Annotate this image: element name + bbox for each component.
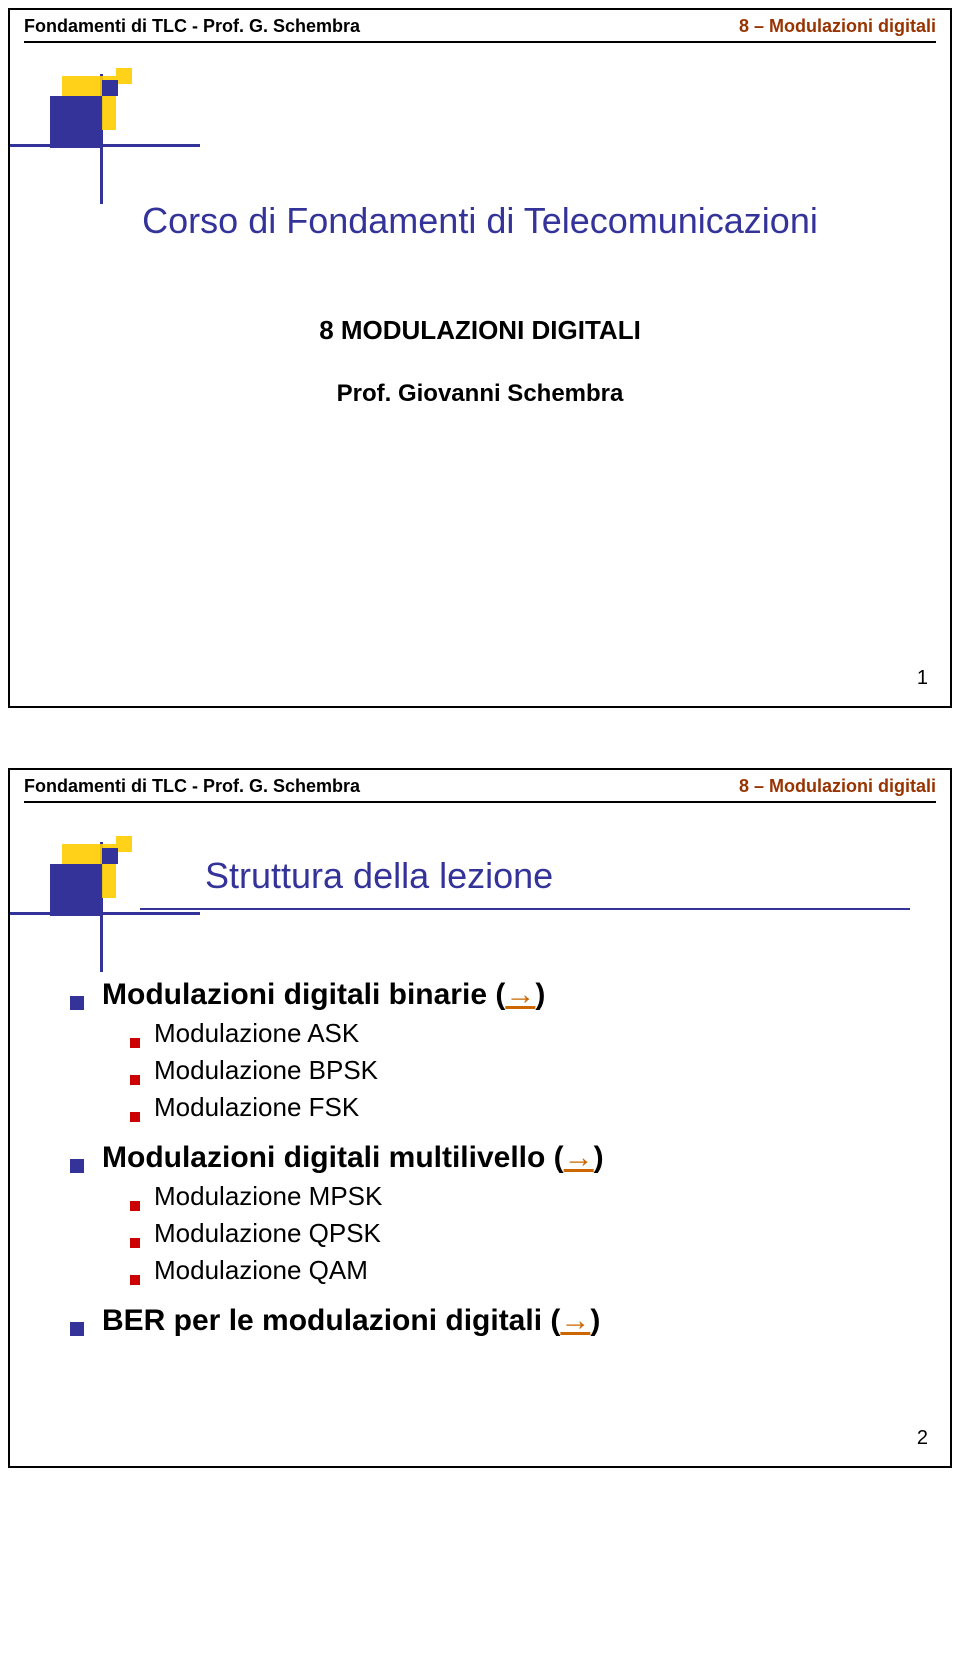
bullet-blue-icon <box>70 1322 84 1336</box>
bullet-red-icon <box>130 1275 140 1285</box>
bullet-red-icon <box>130 1238 140 1248</box>
title-rule <box>140 908 910 910</box>
arrow-link[interactable]: → <box>564 1141 594 1174</box>
bullet-l2: Modulazione MPSK <box>130 1181 910 1212</box>
slide-header: Fondamenti di TLC - Prof. G. Schembra 8 … <box>10 770 950 801</box>
bullet-l2: Modulazione ASK <box>130 1018 910 1049</box>
bullet-red-icon <box>130 1201 140 1211</box>
bullet-text-end: ) <box>535 978 545 1011</box>
bullet-text: Modulazioni digitali binarie ( <box>102 978 505 1011</box>
bullet-l1: Modulazioni digitali binarie (→) <box>70 978 910 1012</box>
header-right: 8 – Modulazioni digitali <box>739 16 936 37</box>
slide-2: Fondamenti di TLC - Prof. G. Schembra 8 … <box>8 768 952 1468</box>
course-title: Corso di Fondamenti di Telecomunicazioni <box>10 200 950 242</box>
course-prof: Prof. Giovanni Schembra <box>10 380 950 408</box>
bullet-list: Modulazioni digitali binarie (→) Modulaz… <box>70 960 910 1338</box>
bullet-text-end: ) <box>594 1141 604 1174</box>
bullet-blue-icon <box>70 996 84 1010</box>
arrow-link[interactable]: → <box>560 1304 590 1337</box>
bullet-text: Modulazione QAM <box>154 1255 368 1286</box>
slide-title: Struttura della lezione <box>205 855 553 897</box>
bullet-text: Modulazione ASK <box>154 1018 359 1049</box>
bullet-text: Modulazione BPSK <box>154 1055 378 1086</box>
slide-header: Fondamenti di TLC - Prof. G. Schembra 8 … <box>10 10 950 41</box>
corner-decoration <box>50 826 190 966</box>
slide-1: Fondamenti di TLC - Prof. G. Schembra 8 … <box>8 8 952 708</box>
header-left: Fondamenti di TLC - Prof. G. Schembra <box>24 776 360 797</box>
page-number: 2 <box>917 1427 928 1450</box>
bullet-text: Modulazioni digitali multilivello ( <box>102 1141 564 1174</box>
bullet-blue-icon <box>70 1159 84 1173</box>
bullet-l2: Modulazione FSK <box>130 1092 910 1123</box>
header-right: 8 – Modulazioni digitali <box>739 776 936 797</box>
bullet-text: Modulazione FSK <box>154 1092 359 1123</box>
bullet-text: BER per le modulazioni digitali ( <box>102 1304 560 1337</box>
bullet-red-icon <box>130 1075 140 1085</box>
arrow-link[interactable]: → <box>505 978 535 1011</box>
bullet-l2: Modulazione QPSK <box>130 1218 910 1249</box>
bullet-l1: Modulazioni digitali multilivello (→) <box>70 1141 910 1175</box>
bullet-text: Modulazione QPSK <box>154 1218 381 1249</box>
bullet-red-icon <box>130 1112 140 1122</box>
corner-decoration <box>50 58 190 198</box>
bullet-text: Modulazione MPSK <box>154 1181 382 1212</box>
bullet-text-end: ) <box>590 1304 600 1337</box>
bullet-l2: Modulazione QAM <box>130 1255 910 1286</box>
bullet-l1: BER per le modulazioni digitali (→) <box>70 1304 910 1338</box>
bullet-l2: Modulazione BPSK <box>130 1055 910 1086</box>
course-subtitle: 8 MODULAZIONI DIGITALI <box>10 315 950 346</box>
header-rule <box>24 41 936 43</box>
bullet-red-icon <box>130 1038 140 1048</box>
page-number: 1 <box>917 667 928 690</box>
header-rule <box>24 801 936 803</box>
header-left: Fondamenti di TLC - Prof. G. Schembra <box>24 16 360 37</box>
